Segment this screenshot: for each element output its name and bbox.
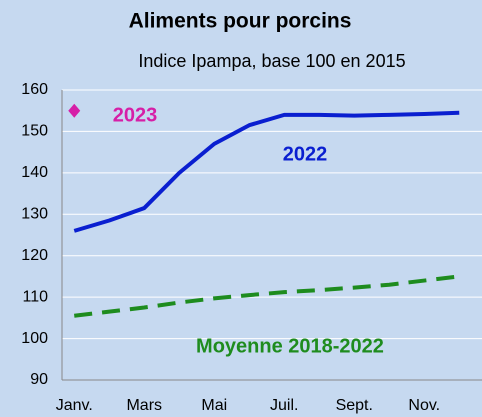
y-tick-label: 90 xyxy=(30,371,48,388)
x-tick-label: Sept. xyxy=(336,397,373,414)
line xyxy=(74,274,460,318)
marker xyxy=(68,103,81,118)
x-tick-label: Juil. xyxy=(270,397,298,414)
x-tick-label: Mars xyxy=(126,397,162,414)
x-tick-label: Nov. xyxy=(408,397,440,414)
x-tick-label: Janv. xyxy=(56,397,93,414)
chart-subtitle: Indice Ipampa, base 100 en 2015 xyxy=(138,51,405,71)
y-tick-label: 150 xyxy=(21,123,48,140)
y-tick-label: 100 xyxy=(21,330,48,347)
x-tick-label: Mai xyxy=(201,397,227,414)
y-tick-label: 140 xyxy=(21,164,48,181)
chart-title: Aliments pour porcins xyxy=(129,10,352,33)
y-tick-label: 110 xyxy=(22,288,48,305)
series-label: 2023 xyxy=(113,104,158,126)
series-label: 2022 xyxy=(283,143,328,165)
y-tick-label: 130 xyxy=(21,206,48,223)
line xyxy=(73,110,460,233)
series-label: Moyenne 2018-2022 xyxy=(196,335,384,357)
y-tick-label: 120 xyxy=(21,247,48,264)
y-tick-label: 160 xyxy=(21,81,48,98)
